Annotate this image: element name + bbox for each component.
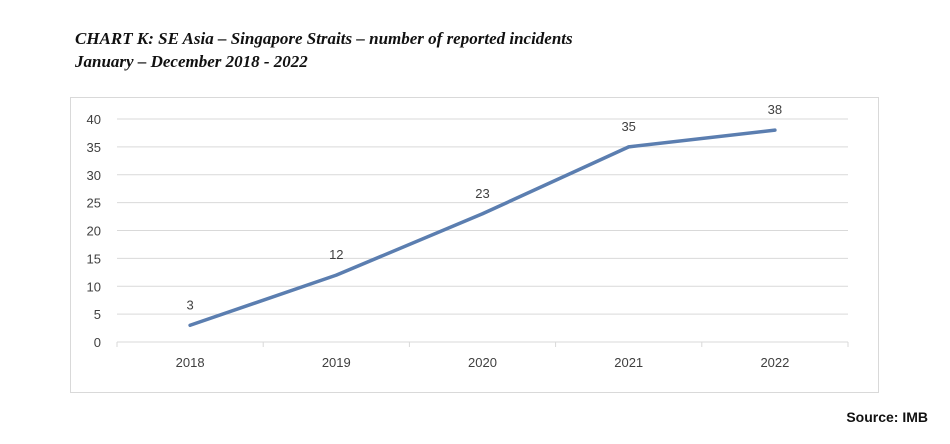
data-label: 23 — [475, 186, 489, 201]
x-tick-label: 2018 — [176, 355, 205, 370]
data-labels: 3 12 23 35 38 — [186, 102, 782, 312]
data-point — [773, 128, 777, 132]
data-label: 3 — [186, 297, 193, 312]
y-tick-label: 35 — [87, 140, 101, 155]
chart-title: CHART K: SE Asia – Singapore Straits – n… — [75, 27, 573, 73]
y-tick-label: 10 — [87, 279, 101, 294]
x-tick-label: 2021 — [614, 355, 643, 370]
data-label: 38 — [768, 102, 782, 117]
y-tick-label: 0 — [94, 335, 101, 350]
x-tick-label: 2022 — [760, 355, 789, 370]
data-label: 12 — [329, 247, 343, 262]
y-tick-label: 5 — [94, 307, 101, 322]
axes: 0 5 10 15 20 25 30 35 40 2018 2019 2020 2021 2022 — [87, 112, 849, 370]
data-label: 35 — [621, 119, 635, 134]
data-point — [188, 323, 192, 327]
data-point — [334, 273, 338, 277]
gridlines — [117, 118, 848, 343]
y-tick-label: 30 — [87, 168, 101, 183]
data-point — [481, 212, 484, 216]
x-tick-label: 2019 — [322, 355, 351, 370]
chart-title-line-2: January – December 2018 - 2022 — [75, 52, 308, 71]
y-tick-label: 25 — [87, 196, 101, 211]
source-note: Source: IMB — [846, 409, 928, 425]
chart-title-line-1: CHART K: SE Asia – Singapore Straits – n… — [75, 29, 573, 48]
y-tick-label: 15 — [87, 251, 101, 266]
series-line — [188, 128, 777, 328]
chart-frame — [70, 97, 879, 393]
x-tick-label: 2020 — [468, 355, 497, 370]
data-point — [627, 145, 631, 149]
series — [188, 128, 777, 328]
y-tick-label: 40 — [87, 112, 101, 127]
y-tick-label: 20 — [87, 224, 101, 239]
